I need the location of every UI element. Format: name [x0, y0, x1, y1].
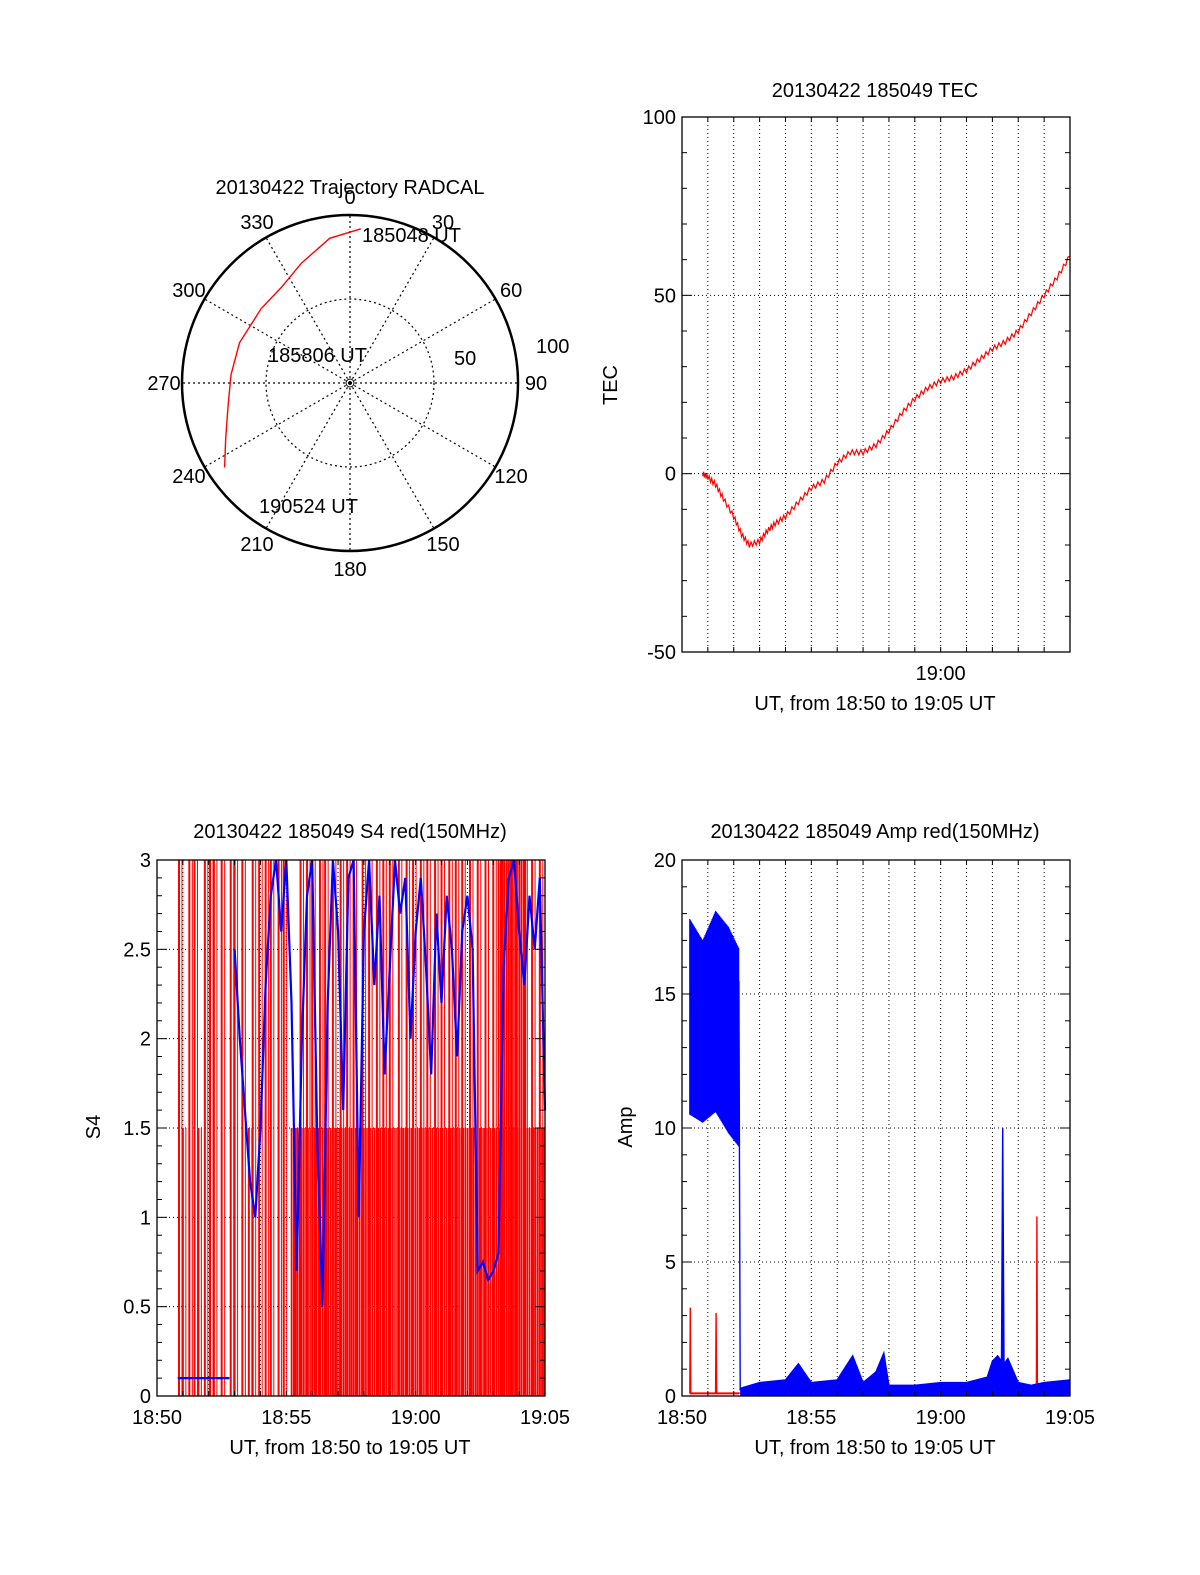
- polar-grid: [180, 213, 520, 553]
- y-tick-label: 15: [654, 984, 676, 1006]
- s4-title: 20130422 185049 S4 red(150MHz): [193, 821, 507, 843]
- trajectory-end-annotation: 190524 UT: [259, 496, 358, 518]
- y-tick-label: 0: [665, 464, 676, 486]
- tec-ylabel: TEC: [600, 365, 622, 405]
- polar-angle-label: 300: [172, 280, 205, 302]
- y-tick-label: 2.5: [123, 939, 151, 961]
- x-tick-label: 18:50: [132, 1407, 182, 1429]
- polar-angle-label: 330: [240, 212, 273, 234]
- amp-panel: 20130422 185049 Amp red(150MHz) 18:50 18:…: [615, 821, 1095, 1459]
- tec-line: [702, 255, 1071, 549]
- y-tick-label: 100: [643, 107, 676, 129]
- amp-red-line: [689, 1216, 1039, 1395]
- tec-plot-area: 19:00 -50 0 50 100: [643, 107, 1071, 685]
- x-tick-label: 18:55: [261, 1407, 311, 1429]
- polar-spoke: [204, 298, 351, 384]
- plot-frame: [681, 116, 1071, 653]
- polar-outer-circle: [180, 213, 520, 553]
- y-tick-label: 3: [140, 850, 151, 872]
- tec-xlabel: UT, from 18:50 to 19:05 UT: [754, 693, 995, 715]
- polar-angle-label: 120: [494, 466, 527, 488]
- amp-blue-line: [738, 980, 1071, 1391]
- polar-angle-label: 30: [432, 212, 454, 234]
- polar-spoke: [349, 237, 435, 384]
- polar-angle-label: 210: [240, 534, 273, 556]
- s4-plot-area: 18:50 18:55 19:00 19:05 0 0.5 1 1.5 2 2.5 3: [123, 850, 570, 1429]
- trajectory-title: 20130422 Trajectory RADCAL: [215, 177, 484, 199]
- y-tick-label: 50: [654, 285, 676, 307]
- s4-xlabel: UT, from 18:50 to 19:05 UT: [229, 1437, 470, 1459]
- amp-xlabel: UT, from 18:50 to 19:05 UT: [754, 1437, 995, 1459]
- polar-radial-label: 100: [536, 336, 569, 358]
- y-tick-label: 5: [665, 1252, 676, 1274]
- polar-angle-labels: 0 30 60 90 120 150 180 210 240 270 300 330: [147, 187, 547, 581]
- polar-spoke: [204, 382, 351, 468]
- trajectory-series: [223, 228, 362, 468]
- polar-spoke: [265, 237, 351, 384]
- x-tick-label: 18:55: [786, 1407, 836, 1429]
- polar-angle-label: 0: [344, 187, 355, 209]
- trajectory-panel: 20130422 Trajectory RADCAL 0 30 60 90 120 150…: [147, 177, 569, 581]
- y-tick-label: -50: [647, 642, 676, 664]
- amp-plot-area: 18:50 18:55 19:00 19:05 0 5 10 15 20: [654, 850, 1095, 1429]
- y-tick-label: 0: [665, 1386, 676, 1408]
- y-tick-label: 1.5: [123, 1118, 151, 1140]
- tec-panel: 20130422 185049 TEC 19:00 -50 0 50 100 UT, f…: [600, 80, 1071, 715]
- y-tick-label: 0: [140, 1386, 151, 1408]
- x-tick-label: 19:05: [520, 1407, 570, 1429]
- trajectory-mid-annotation: 185806 UT: [268, 345, 367, 367]
- polar-radial-label: 50: [454, 348, 476, 370]
- polar-radial-labels: 50 100: [454, 336, 569, 370]
- polar-spoke: [349, 298, 496, 384]
- x-tick-label: 19:00: [916, 663, 966, 685]
- amp-ylabel: Amp: [615, 1106, 637, 1147]
- y-tick-label: 1: [140, 1207, 151, 1229]
- polar-spoke: [349, 382, 496, 468]
- s4-ylabel: S4: [83, 1115, 105, 1139]
- polar-center: [345, 378, 355, 388]
- trajectory-line: [223, 228, 362, 468]
- tec-title: 20130422 185049 TEC: [772, 80, 978, 102]
- y-tick-label: 10: [654, 1118, 676, 1140]
- polar-angle-label: 180: [333, 559, 366, 581]
- polar-angle-label: 240: [172, 466, 205, 488]
- trajectory-start-annotation: 185048 UT: [362, 225, 461, 247]
- amp-title: 20130422 185049 Amp red(150MHz): [710, 821, 1039, 843]
- x-tick-label: 19:05: [1045, 1407, 1095, 1429]
- s4-panel: 20130422 185049 S4 red(150MHz) 18:50 18:5…: [83, 821, 570, 1459]
- polar-angle-label: 150: [426, 534, 459, 556]
- y-tick-label: 2: [140, 1029, 151, 1051]
- y-tick-label: 20: [654, 850, 676, 872]
- polar-angle-label: 270: [147, 373, 180, 395]
- x-tick-label: 19:00: [391, 1407, 441, 1429]
- y-tick-label: 0.5: [123, 1297, 151, 1319]
- polar-angle-label: 90: [525, 373, 547, 395]
- x-tick-label: 18:50: [657, 1407, 707, 1429]
- polar-angle-label: 60: [500, 280, 522, 302]
- polar-ring-50: [265, 298, 435, 468]
- x-tick-label: 19:00: [916, 1407, 966, 1429]
